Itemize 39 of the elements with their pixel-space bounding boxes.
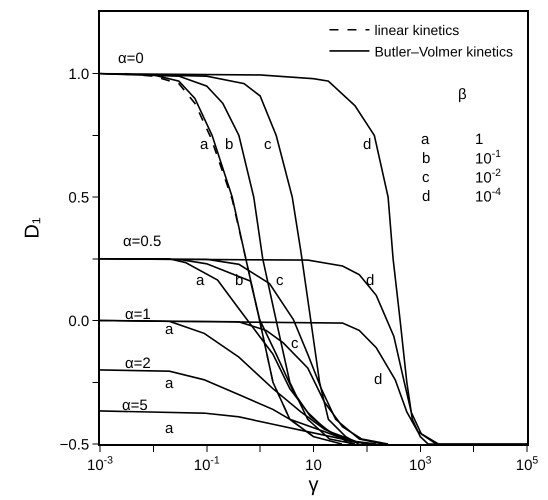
annotation: α=0.5	[123, 233, 162, 250]
x-tick-label: 10$^{-3}$	[86, 454, 114, 474]
annotation: c	[422, 169, 430, 186]
annotation: c	[291, 335, 299, 352]
x-axis-title: γ	[308, 474, 318, 496]
annotation: a	[165, 321, 174, 338]
annotation: α=2	[125, 355, 151, 372]
annotation: b	[422, 150, 430, 167]
y-tick-label: 0.0	[68, 312, 90, 330]
x-tick-label: 10$^{3}$	[408, 454, 432, 474]
annotation: 10$^{-4}$	[475, 186, 502, 206]
annotation: b	[225, 136, 234, 153]
legend-label: Butler–Volmer kinetics	[374, 43, 513, 60]
annotation: 10$^{-1}$	[475, 148, 502, 168]
annotation: a	[421, 131, 430, 148]
legend-label: linear kinetics	[374, 22, 460, 38]
y-tick-label: 0.5	[68, 189, 90, 206]
annotation: α=0	[118, 50, 144, 67]
annotation: α=5	[122, 397, 148, 414]
annotation: d	[422, 188, 430, 205]
annotation: a	[200, 136, 209, 153]
annotation: d	[374, 371, 382, 388]
annotation: a	[165, 420, 174, 437]
y-tick-label: 1.0	[68, 66, 90, 83]
annotation: α=1	[125, 306, 151, 323]
annotation: a	[165, 375, 174, 392]
x-tick-label: 10$^{5}$	[516, 454, 538, 474]
annotation: c	[264, 136, 272, 153]
annotation: d	[366, 272, 374, 289]
x-tick-label: 10	[305, 456, 322, 474]
annotation: 10$^{-2}$	[475, 167, 502, 186]
annotation: β	[458, 86, 467, 103]
y-axis-title: D₁	[22, 217, 44, 239]
annotation: a	[196, 272, 205, 289]
annotation: c	[276, 272, 284, 289]
annotation: 1	[475, 131, 484, 148]
x-tick-label: 10$^{-1}$	[194, 454, 220, 474]
annotation: d	[363, 136, 372, 153]
y-tick-label: −0.5	[60, 436, 90, 454]
